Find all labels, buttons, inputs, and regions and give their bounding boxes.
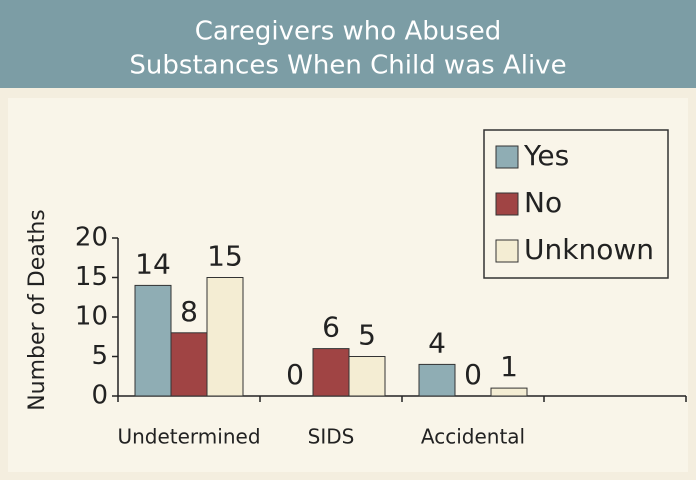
legend-swatch xyxy=(495,145,519,169)
x-tick-label: Undetermined xyxy=(117,425,260,449)
bar xyxy=(170,332,208,397)
y-axis-label: Number of Deaths xyxy=(25,209,50,411)
bar xyxy=(490,387,528,397)
x-tick-label: Accidental xyxy=(421,425,525,449)
bar xyxy=(206,277,244,397)
y-tick-label: 20 xyxy=(75,223,108,253)
panel xyxy=(8,98,688,472)
data-label: 4 xyxy=(428,326,446,359)
data-label: 14 xyxy=(135,247,171,280)
legend-swatch xyxy=(495,239,519,263)
chart-title: Substances When Child was Alive xyxy=(129,51,566,81)
data-label: 1 xyxy=(500,350,518,383)
y-tick-label: 10 xyxy=(75,302,108,332)
bar xyxy=(134,284,172,397)
legend-label: No xyxy=(524,186,562,219)
data-label: 15 xyxy=(207,240,243,273)
bar xyxy=(418,363,456,397)
data-label: 0 xyxy=(464,358,482,391)
bar xyxy=(312,348,350,397)
y-tick-label: 15 xyxy=(75,262,108,292)
y-tick-label: 5 xyxy=(91,341,108,371)
legend-label: Yes xyxy=(523,139,569,172)
data-label: 0 xyxy=(286,358,304,391)
header-band xyxy=(0,0,696,88)
chart-title: Caregivers who Abused xyxy=(195,17,502,47)
legend-box xyxy=(483,129,669,279)
data-label: 6 xyxy=(322,311,340,344)
data-label: 8 xyxy=(180,295,198,328)
data-label: 5 xyxy=(358,319,376,352)
legend-label: Unknown xyxy=(524,233,654,266)
y-tick-label: 0 xyxy=(91,381,108,411)
bar xyxy=(348,356,386,397)
x-tick-label: SIDS xyxy=(308,425,355,449)
legend-swatch xyxy=(495,192,519,216)
